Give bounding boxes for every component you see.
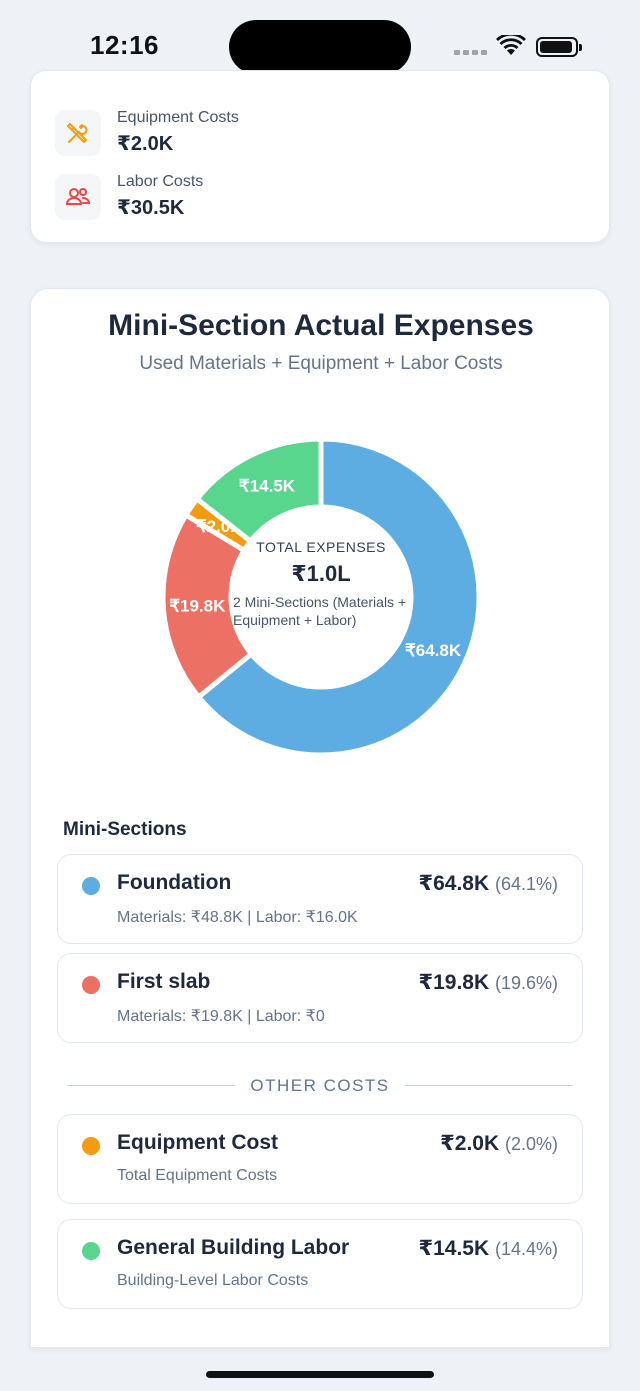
equipment-costs-value: ₹2.0K bbox=[117, 133, 174, 155]
battery-icon bbox=[536, 37, 582, 57]
cellular-signal-icon bbox=[454, 50, 487, 55]
donut-slice[interactable] bbox=[195, 437, 481, 757]
item-detail: Total Equipment Costs bbox=[117, 1167, 278, 1184]
equipment-costs-row: Equipment Costs ₹2.0K bbox=[55, 109, 239, 156]
item-name: General Building Labor bbox=[117, 1236, 350, 1259]
legend-dot bbox=[82, 877, 100, 895]
legend-dot bbox=[82, 1137, 100, 1155]
labor-costs-row: Labor Costs ₹30.5K bbox=[55, 173, 203, 220]
equipment-costs-label: Equipment Costs bbox=[117, 109, 239, 126]
chart-title: Mini-Section Actual Expenses bbox=[108, 309, 534, 342]
item-amount-value: ₹14.5K bbox=[418, 1237, 490, 1260]
item-amount: ₹19.8K (19.6%) bbox=[418, 970, 558, 995]
chart-subtitle: Used Materials + Equipment + Labor Costs bbox=[139, 353, 503, 374]
users-icon bbox=[55, 173, 101, 220]
item-amount: ₹14.5K (14.4%) bbox=[418, 1236, 558, 1261]
expenses-chart-card: Mini-Section Actual Expenses Used Materi… bbox=[30, 288, 610, 1348]
mini-section-item-first-slab[interactable]: First slab ₹19.8K (19.6%) Materials: ₹19… bbox=[57, 953, 583, 1043]
item-amount-value: ₹64.8K bbox=[418, 872, 490, 895]
item-amount: ₹64.8K (64.1%) bbox=[418, 871, 558, 896]
other-cost-item-equipment[interactable]: Equipment Cost ₹2.0K (2.0%) Total Equipm… bbox=[57, 1114, 583, 1204]
tools-icon bbox=[55, 109, 101, 156]
donut-chart: ₹64.8K₹19.8K₹2.0K₹14.5K bbox=[161, 437, 481, 757]
item-amount-value: ₹2.0K bbox=[440, 1132, 500, 1155]
item-amount-value: ₹19.8K bbox=[418, 971, 490, 994]
donut-slice[interactable] bbox=[193, 437, 324, 545]
legend-dot bbox=[82, 976, 100, 994]
item-amount: ₹2.0K (2.0%) bbox=[440, 1131, 558, 1156]
labor-costs-value: ₹30.5K bbox=[117, 197, 185, 219]
item-percent: (19.6%) bbox=[494, 973, 558, 993]
total-expenses-note: 2 Mini-Sections (Materials + Equipment +… bbox=[233, 594, 407, 628]
donut-slice-label: ₹14.5K bbox=[239, 476, 296, 495]
mini-section-item-foundation[interactable]: Foundation ₹64.8K (64.1%) Materials: ₹48… bbox=[57, 854, 583, 944]
item-detail: Materials: ₹19.8K | Labor: ₹0 bbox=[117, 1008, 325, 1025]
item-detail: Materials: ₹48.8K | Labor: ₹16.0K bbox=[117, 909, 358, 926]
legend-dot bbox=[82, 1242, 100, 1260]
item-percent: (64.1%) bbox=[494, 874, 558, 894]
item-percent: (2.0%) bbox=[504, 1134, 558, 1154]
other-cost-item-general-labor[interactable]: General Building Labor ₹14.5K (14.4%) Bu… bbox=[57, 1219, 583, 1309]
item-detail: Building-Level Labor Costs bbox=[117, 1272, 309, 1289]
donut-center: TOTAL EXPENSES ₹1.0L 2 Mini-Sections (Ma… bbox=[233, 539, 409, 629]
total-expenses-value: ₹1.0L bbox=[291, 561, 351, 586]
total-expenses-label: TOTAL EXPENSES bbox=[256, 539, 386, 555]
status-time: 12:16 bbox=[90, 30, 159, 60]
other-costs-divider: OTHER COSTS bbox=[67, 1074, 573, 1098]
other-costs-heading: OTHER COSTS bbox=[250, 1076, 390, 1095]
item-name: First slab bbox=[117, 970, 211, 993]
cost-summary-card: Equipment Costs ₹2.0K Labor Costs ₹30.5K bbox=[30, 70, 610, 243]
labor-costs-label: Labor Costs bbox=[117, 173, 204, 190]
wifi-icon bbox=[496, 35, 526, 55]
item-name: Foundation bbox=[117, 871, 232, 894]
home-indicator[interactable] bbox=[206, 1371, 434, 1378]
mini-sections-heading: Mini-Sections bbox=[63, 819, 187, 840]
item-name: Equipment Cost bbox=[117, 1131, 278, 1154]
donut-slice-label: ₹64.8K bbox=[405, 641, 462, 660]
item-percent: (14.4%) bbox=[494, 1239, 558, 1259]
dynamic-island bbox=[229, 20, 411, 74]
donut-slice-label: ₹19.8K bbox=[169, 597, 226, 616]
